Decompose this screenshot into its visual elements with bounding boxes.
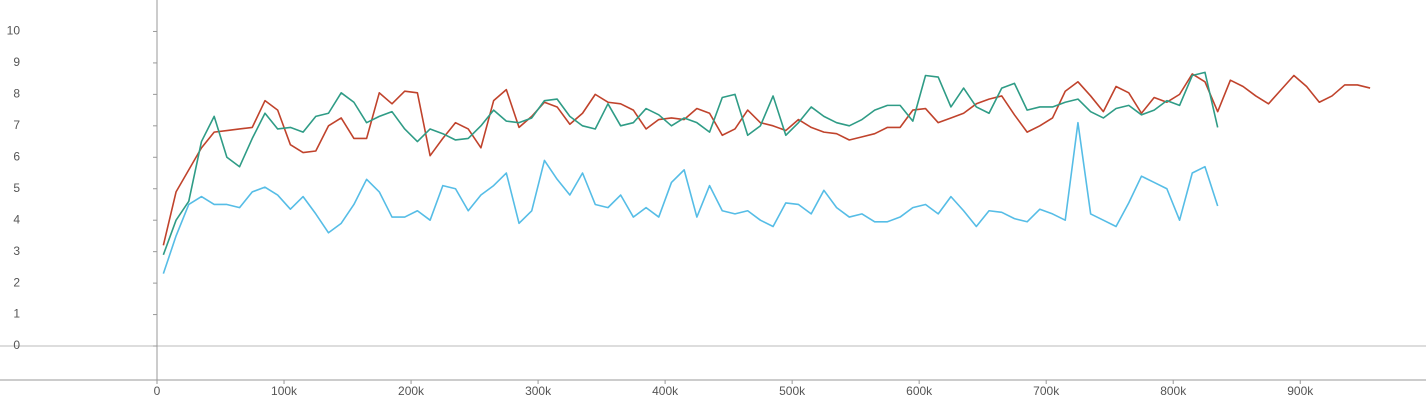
x-tick-label: 300k: [525, 384, 552, 398]
x-tick-label: 100k: [271, 384, 298, 398]
y-tick-label: 2: [13, 275, 20, 289]
y-tick-label: 8: [13, 87, 20, 101]
y-tick-label: 4: [13, 212, 20, 226]
y-tick-label: 10: [7, 24, 21, 38]
x-tick-label: 500k: [779, 384, 806, 398]
x-tick-label: 900k: [1287, 384, 1314, 398]
y-tick-label: 7: [13, 118, 20, 132]
x-tick-label: 700k: [1033, 384, 1060, 398]
y-tick-label: 6: [13, 149, 20, 163]
y-tick-label: 1: [13, 307, 20, 321]
series-line: [162, 121, 1219, 274]
x-tick-label: 0: [154, 384, 161, 398]
series-line: [162, 71, 1219, 256]
y-tick-label: 9: [13, 55, 20, 69]
x-tick-label: 600k: [906, 384, 933, 398]
x-tick-label: 800k: [1160, 384, 1187, 398]
y-tick-label: 3: [13, 244, 20, 258]
x-tick-label: 200k: [398, 384, 425, 398]
y-tick-label: 5: [13, 181, 20, 195]
x-tick-label: 400k: [652, 384, 679, 398]
y-tick-label: 0: [13, 338, 20, 352]
